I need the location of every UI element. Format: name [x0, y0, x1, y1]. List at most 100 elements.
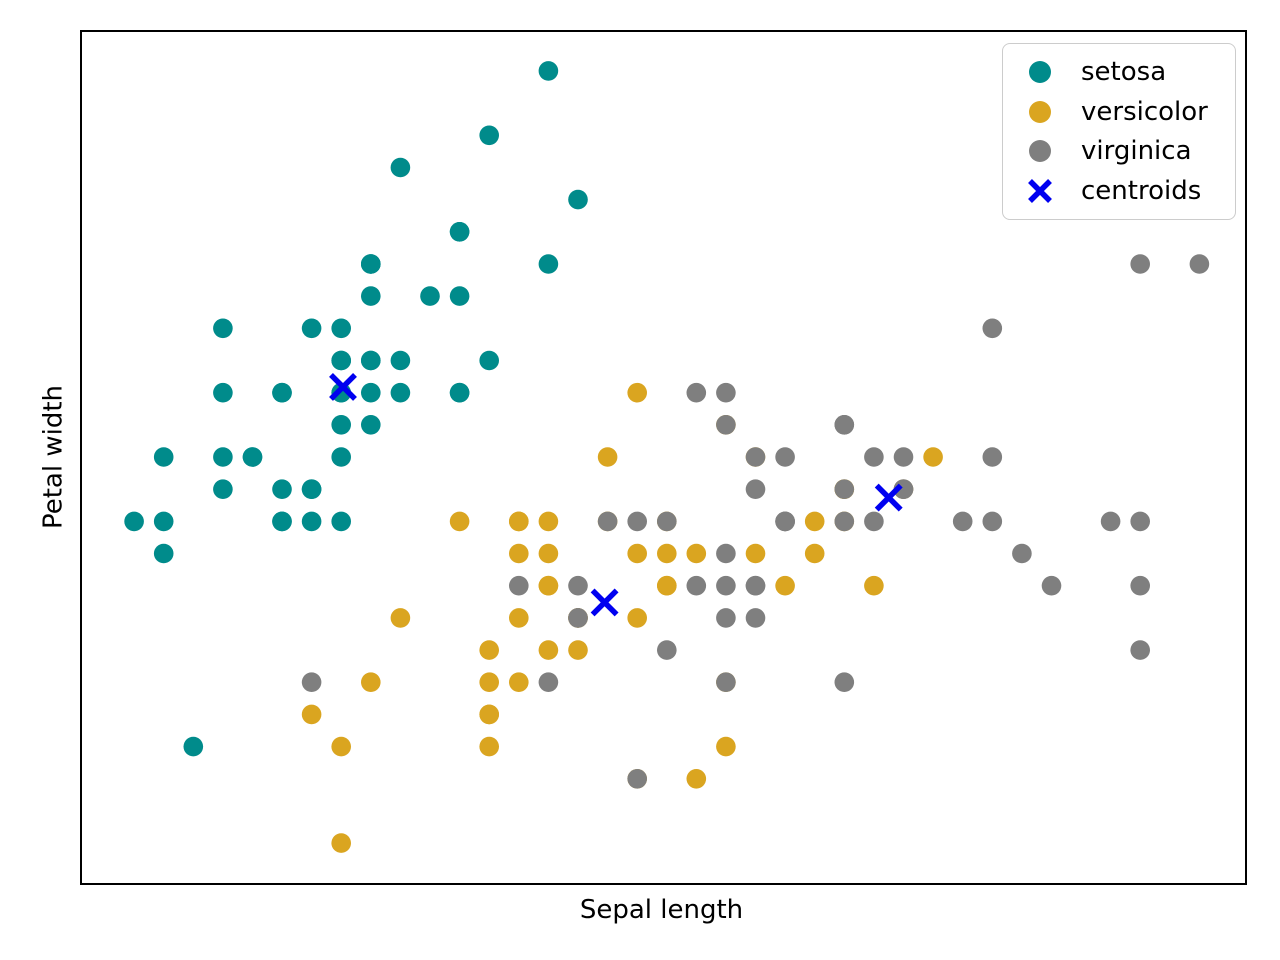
data-point-virginica [1012, 543, 1032, 564]
data-point-virginica [864, 511, 884, 532]
data-point-virginica [716, 608, 736, 628]
data-point-virginica [686, 575, 707, 596]
data-point-versicolor [627, 382, 647, 403]
data-point-versicolor [361, 672, 381, 692]
data-point-virginica [568, 608, 588, 628]
data-point-versicolor [568, 640, 588, 660]
data-point-setosa [242, 447, 263, 467]
data-point-virginica [716, 575, 736, 596]
data-point-versicolor [538, 640, 559, 660]
data-point-virginica [597, 511, 618, 532]
data-point-versicolor [509, 511, 529, 532]
data-point-setosa [390, 382, 411, 403]
data-point-virginica [952, 511, 973, 532]
data-point-setosa [361, 254, 381, 274]
data-point-setosa [183, 736, 204, 757]
data-point-virginica [1130, 640, 1150, 660]
data-point-virginica [745, 447, 766, 467]
data-point-setosa [153, 543, 174, 564]
data-point-setosa [153, 511, 174, 532]
data-point-setosa [213, 382, 233, 403]
legend: setosa versicolor virginica centroids [1002, 43, 1236, 220]
data-point-versicolor [775, 575, 795, 596]
data-point-versicolor [479, 704, 500, 725]
data-point-setosa [331, 415, 351, 435]
data-point-versicolor [538, 511, 559, 532]
data-point-virginica [834, 415, 855, 435]
data-point-setosa [361, 350, 381, 371]
data-point-virginica [745, 479, 766, 500]
data-point-setosa [538, 254, 559, 274]
data-point-virginica [1189, 254, 1210, 274]
data-point-virginica [1130, 511, 1150, 532]
data-point-virginica [834, 511, 855, 532]
data-point-virginica [716, 672, 736, 692]
data-point-virginica [864, 447, 884, 467]
data-point-versicolor [597, 447, 618, 467]
data-point-versicolor [449, 511, 470, 532]
data-point-virginica [627, 769, 647, 789]
data-point-virginica [1041, 575, 1062, 596]
data-point-virginica [716, 415, 736, 435]
data-point-versicolor [509, 543, 529, 564]
data-point-setosa [538, 61, 559, 81]
data-point-versicolor [923, 447, 943, 467]
data-point-virginica [657, 640, 677, 660]
setosa-dot-icon [1029, 60, 1051, 83]
data-point-virginica [686, 382, 707, 403]
data-point-versicolor [627, 543, 647, 564]
data-point-versicolor [331, 736, 351, 757]
scatter-plot-canvas [124, 61, 1210, 853]
data-point-virginica [893, 447, 914, 467]
data-point-setosa [331, 511, 351, 532]
data-point-setosa [124, 511, 144, 532]
data-point-virginica [1100, 511, 1121, 532]
data-point-setosa [361, 382, 381, 403]
y-axis-label: Petal width [38, 384, 69, 530]
data-point-setosa [568, 189, 588, 210]
data-point-setosa [213, 318, 233, 339]
data-point-setosa [301, 318, 322, 339]
data-point-setosa [449, 286, 470, 306]
data-point-virginica [982, 447, 1003, 467]
centroid-marker [329, 372, 357, 401]
legend-label: centroids [1081, 176, 1202, 207]
data-point-setosa [301, 479, 322, 500]
data-point-versicolor [479, 640, 500, 660]
data-point-virginica [509, 575, 529, 596]
data-point-versicolor [479, 736, 500, 757]
data-point-setosa [420, 286, 440, 306]
data-point-versicolor [716, 736, 736, 757]
data-point-versicolor [331, 833, 351, 853]
data-point-setosa [390, 350, 411, 371]
data-point-versicolor [538, 575, 559, 596]
data-point-virginica [1130, 254, 1150, 274]
centroid-marker [874, 483, 903, 512]
data-point-virginica [716, 543, 736, 564]
data-point-setosa [213, 447, 233, 467]
data-point-virginica [834, 672, 855, 692]
data-point-setosa [361, 286, 381, 306]
data-point-virginica [745, 608, 766, 628]
legend-item-setosa: setosa [1003, 52, 1235, 92]
data-point-versicolor [627, 608, 647, 628]
data-point-setosa [153, 447, 174, 467]
data-point-versicolor [509, 672, 529, 692]
legend-item-virginica: virginica [1003, 132, 1235, 172]
data-point-virginica [1130, 575, 1150, 596]
data-point-setosa [331, 350, 351, 371]
data-point-setosa [272, 479, 292, 500]
data-point-virginica [982, 511, 1003, 532]
legend-label: versicolor [1081, 96, 1208, 127]
data-point-setosa [390, 157, 411, 178]
data-point-setosa [272, 511, 292, 532]
data-point-virginica [538, 672, 559, 692]
data-point-setosa [449, 382, 470, 403]
data-point-setosa [213, 479, 233, 500]
data-point-versicolor [686, 769, 707, 789]
legend-item-centroids: centroids [1003, 171, 1235, 211]
data-point-setosa [272, 382, 292, 403]
data-point-versicolor [804, 543, 825, 564]
data-point-virginica [657, 511, 677, 532]
